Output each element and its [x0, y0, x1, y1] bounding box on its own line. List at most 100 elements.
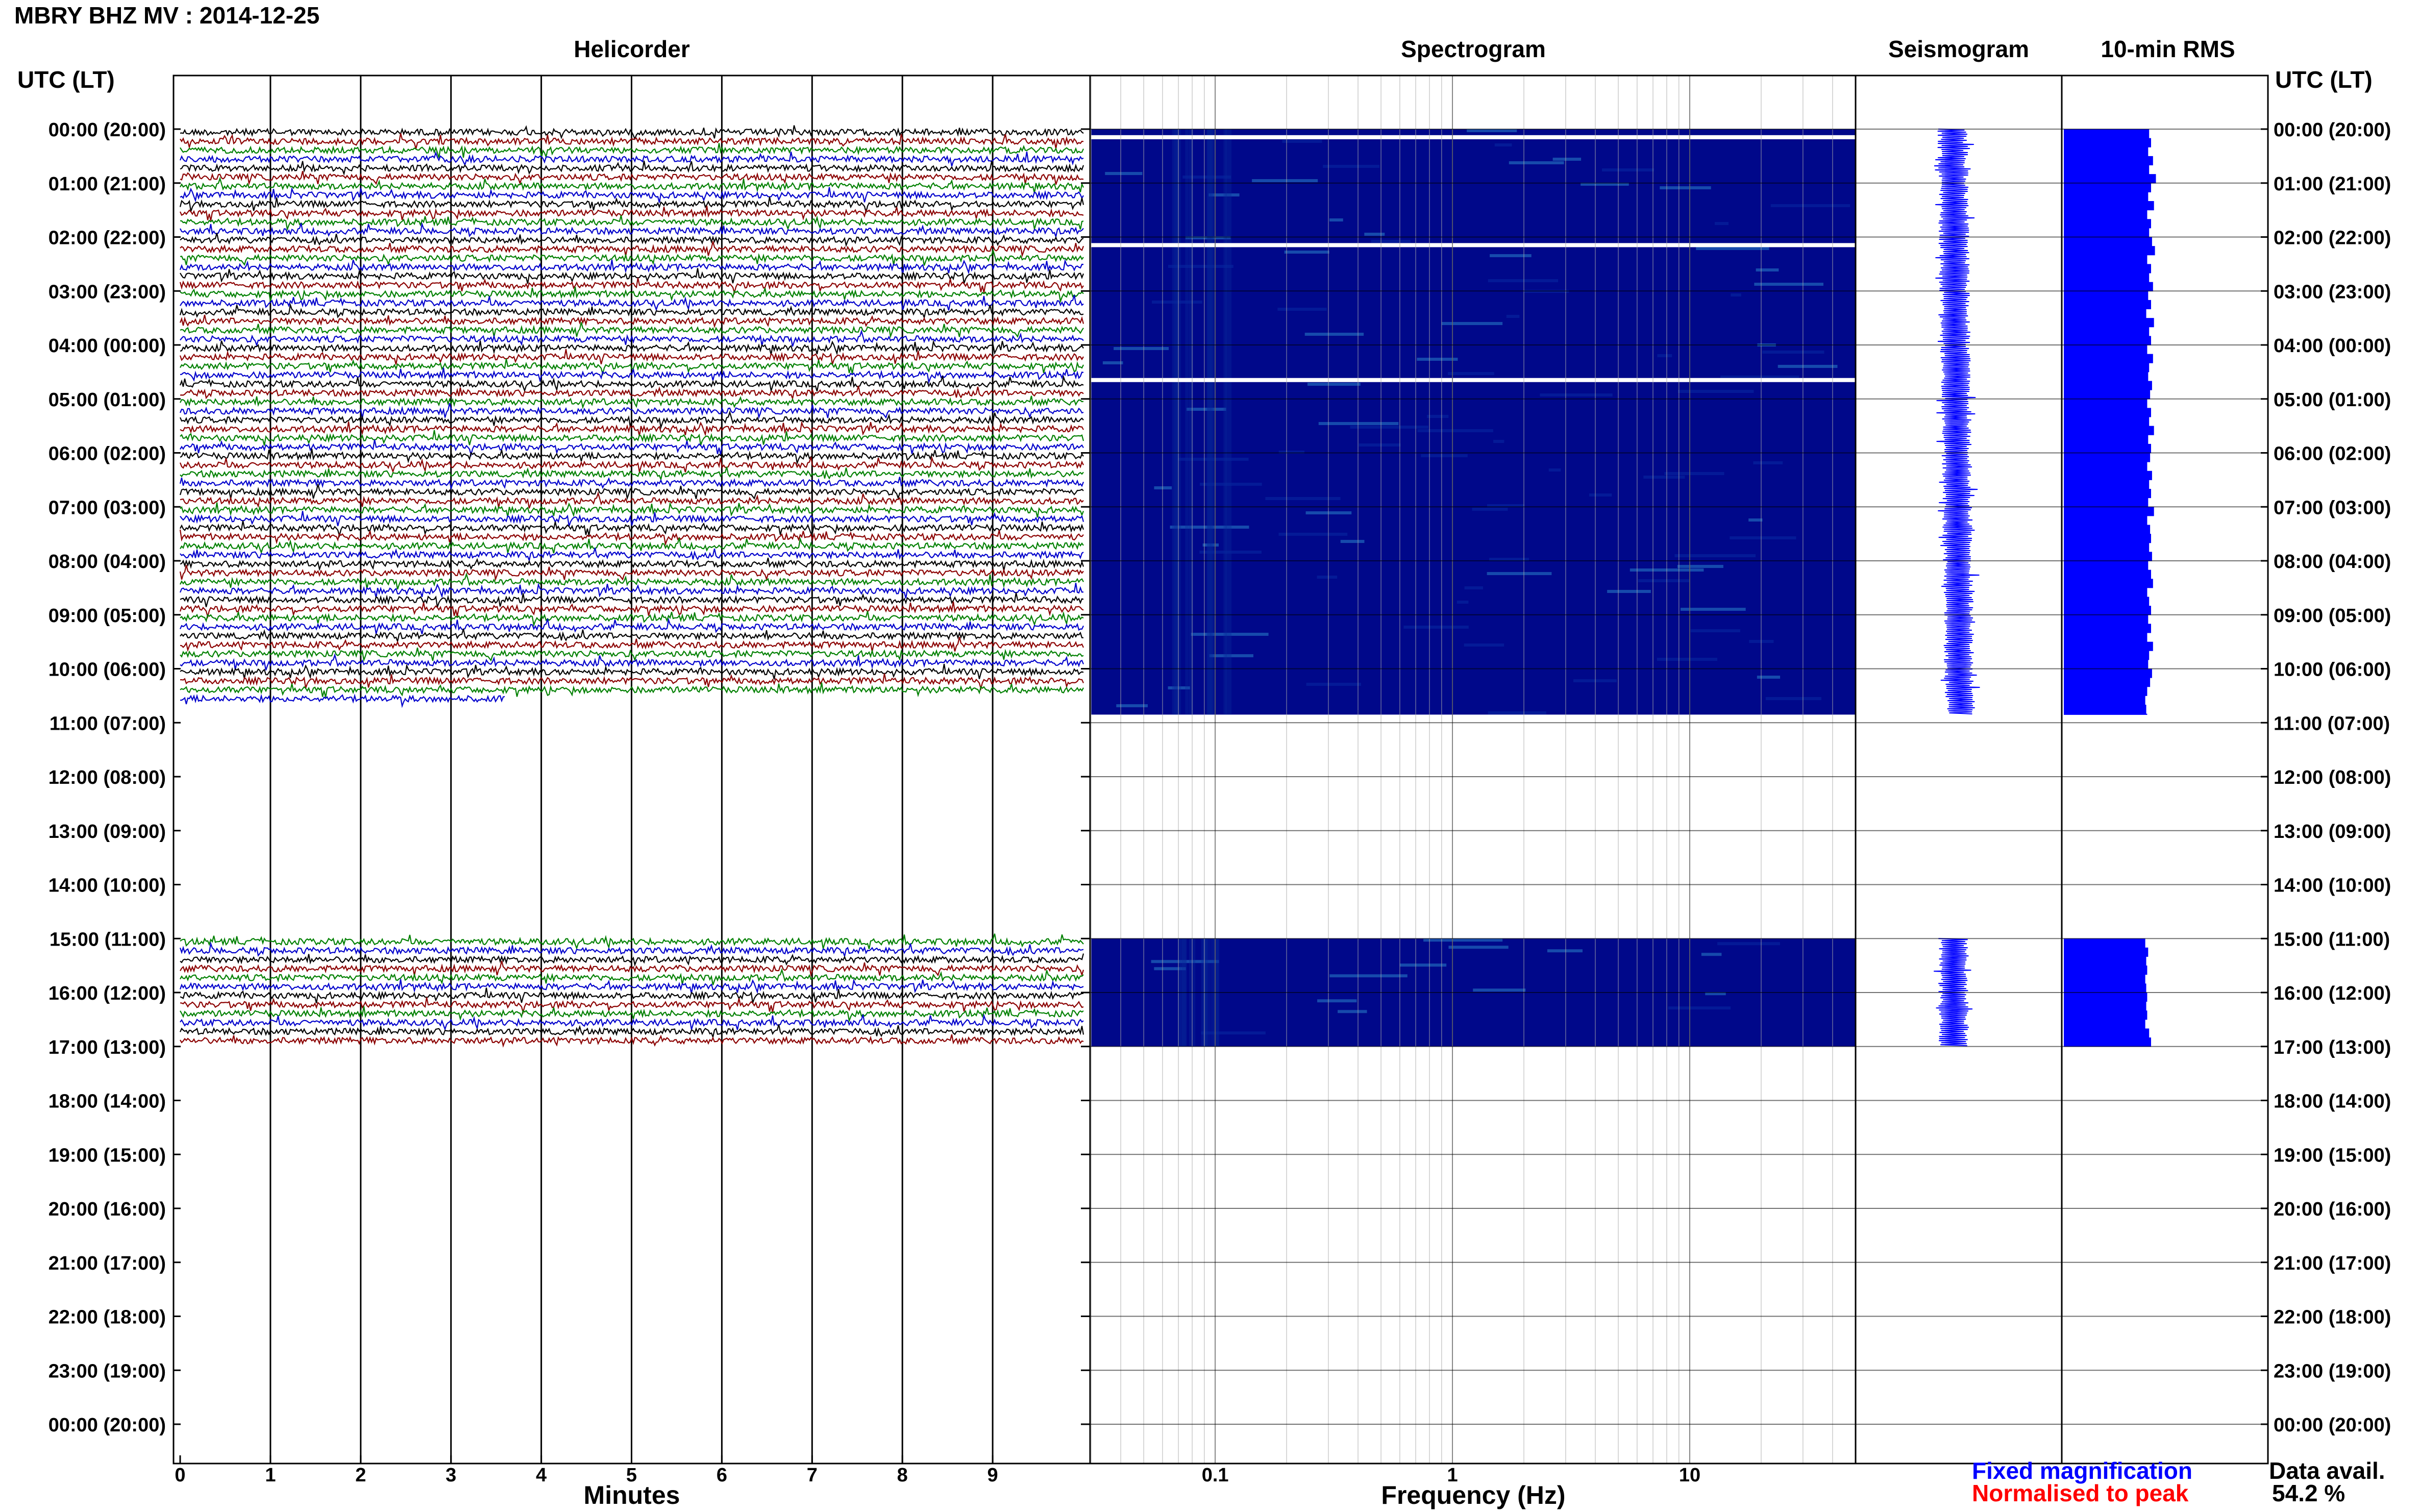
spectrogram-texture [1690, 629, 1740, 632]
helicorder-trace [180, 268, 1084, 284]
data-availability-label: Data avail. [2269, 1457, 2385, 1484]
spectrogram-texture [1338, 1010, 1367, 1013]
spectrogram-texture [1657, 354, 1672, 357]
helicorder-x-tick-label: 6 [717, 1465, 727, 1486]
rms-bar [2064, 354, 2153, 363]
helicorder-trace [180, 420, 1084, 437]
helicorder-x-tick-label: 3 [446, 1465, 456, 1486]
y-tick-label: 14:00 (10:00) [48, 875, 166, 897]
spectrogram-texture [1581, 183, 1629, 186]
y-tick-label: 10:00 (06:00) [48, 659, 166, 681]
spectrogram-texture [1265, 497, 1341, 500]
spectrogram-texture [1730, 536, 1796, 539]
spectrogram-texture [1464, 643, 1504, 647]
helicorder-trace [180, 572, 1084, 590]
rms-bar [2064, 542, 2150, 552]
rms-bar [2064, 956, 2146, 966]
rms-bar [2064, 1010, 2148, 1020]
rms-bar [2064, 129, 2150, 139]
spectrogram-texture [1448, 946, 1509, 949]
helicorder-trace [180, 693, 505, 708]
spectrogram-texture [1442, 322, 1503, 325]
utc-lt-label-left: UTC (LT) [17, 66, 115, 93]
y-tick-label: 20:00 (16:00) [48, 1199, 166, 1220]
spectrogram-texture [1105, 172, 1143, 175]
y-tick-label: 00:00 (20:00) [48, 119, 166, 141]
rms-bar [2064, 255, 2148, 264]
spectrogram-texture [1506, 315, 1520, 318]
spectrogram-texture [1757, 676, 1781, 679]
y-tick-label-right: 05:00 (01:00) [2274, 389, 2391, 411]
spectrogram-texture [1589, 493, 1612, 497]
helicorder-trace [180, 286, 1084, 304]
y-tick-label-right: 13:00 (09:00) [2274, 821, 2391, 842]
rms-bar [2064, 614, 2149, 624]
helicorder-trace [179, 978, 1084, 995]
helicorder-trace [179, 196, 1084, 214]
helicorder-trace [180, 1034, 1084, 1048]
rms-bars [2064, 129, 2156, 1047]
seismogram-trace [1934, 129, 1980, 1047]
helicorder-trace [179, 303, 1084, 320]
rms-bar [2064, 219, 2151, 229]
rms-bar [2064, 470, 2152, 480]
spectrogram-texture [1201, 1031, 1266, 1035]
spectrogram-texture [1168, 265, 1233, 268]
rms-bar [2064, 705, 2146, 714]
rms-bar [2064, 345, 2148, 355]
rms-bar [2064, 273, 2150, 283]
helicorder-trace [180, 520, 1084, 538]
helicorder-trace [180, 968, 1084, 985]
rms-bar [2064, 552, 2152, 561]
helicorder-x-tick-label: 9 [988, 1465, 998, 1486]
helicorder-x-tick-labels: 0 1 2 3 4 5 6 7 8 9 [175, 1455, 998, 1486]
rms-bar [2064, 363, 2150, 373]
rms-bar [2064, 587, 2148, 597]
helicorder-trace [180, 960, 1084, 977]
spectrogram-texture [1278, 451, 1305, 454]
helicorder-x-tick-label: 2 [355, 1465, 366, 1486]
rms-bar [2064, 201, 2154, 211]
y-tick-label-right: 07:00 (03:00) [2274, 497, 2391, 518]
rms-bar [2064, 515, 2148, 525]
spectrogram-texture [1552, 158, 1582, 161]
spectrogram-texture [1304, 333, 1364, 336]
spectrogram-texture [1282, 140, 1322, 143]
spectrogram-texture [1185, 236, 1231, 239]
rms-bar [2064, 1028, 2150, 1038]
y-tick-label-right: 01:00 (21:00) [2274, 173, 2391, 195]
spectrogram-texture [1151, 960, 1219, 963]
spectrogram-texture [1417, 429, 1493, 432]
spectrogram-texture [1202, 543, 1219, 547]
spectrogram-texture [1317, 576, 1338, 579]
rms-bar [2064, 938, 2145, 948]
y-tick-label-right: 14:00 (10:00) [2274, 875, 2391, 897]
y-tick-label: 05:00 (01:00) [48, 389, 166, 411]
rms-bar [2064, 408, 2151, 417]
y-tick-label: 23:00 (19:00) [48, 1360, 166, 1382]
helicorder-trace [180, 653, 1084, 671]
helicorder-trace [179, 456, 1084, 474]
helicorder-trace [180, 997, 1084, 1015]
seismogram-title: Seismogram [1888, 36, 2029, 62]
spectrogram-texture [1643, 476, 1685, 479]
rms-bar [2064, 399, 2148, 408]
rms-frame [2061, 75, 2269, 1465]
rms-bar [2064, 651, 2150, 660]
y-tick-label-right: 23:00 (19:00) [2274, 1360, 2391, 1382]
helicorder-trace [180, 536, 1084, 555]
y-axis-labels-right: 00:00 (20:00) 01:00 (21:00) 02:00 (22:00) 0… [2274, 119, 2391, 1436]
y-tick-label-right: 08:00 (04:00) [2274, 551, 2391, 573]
spectrogram-texture [1657, 658, 1718, 661]
y-tick-label: 04:00 (00:00) [48, 335, 166, 357]
spectrogram-texture [1168, 686, 1190, 689]
y-tick-label: 17:00 (13:00) [48, 1037, 166, 1058]
y-tick-label: 21:00 (17:00) [48, 1253, 166, 1274]
spectrogram-texture [1423, 938, 1503, 942]
rms-bar [2064, 426, 2154, 435]
spectrogram-texture [1399, 963, 1447, 967]
spectrogram-streak [1207, 129, 1213, 715]
spectrogram-texture [1488, 711, 1546, 714]
rms-bar [2064, 534, 2151, 543]
spectrogram-texture [1602, 168, 1655, 171]
